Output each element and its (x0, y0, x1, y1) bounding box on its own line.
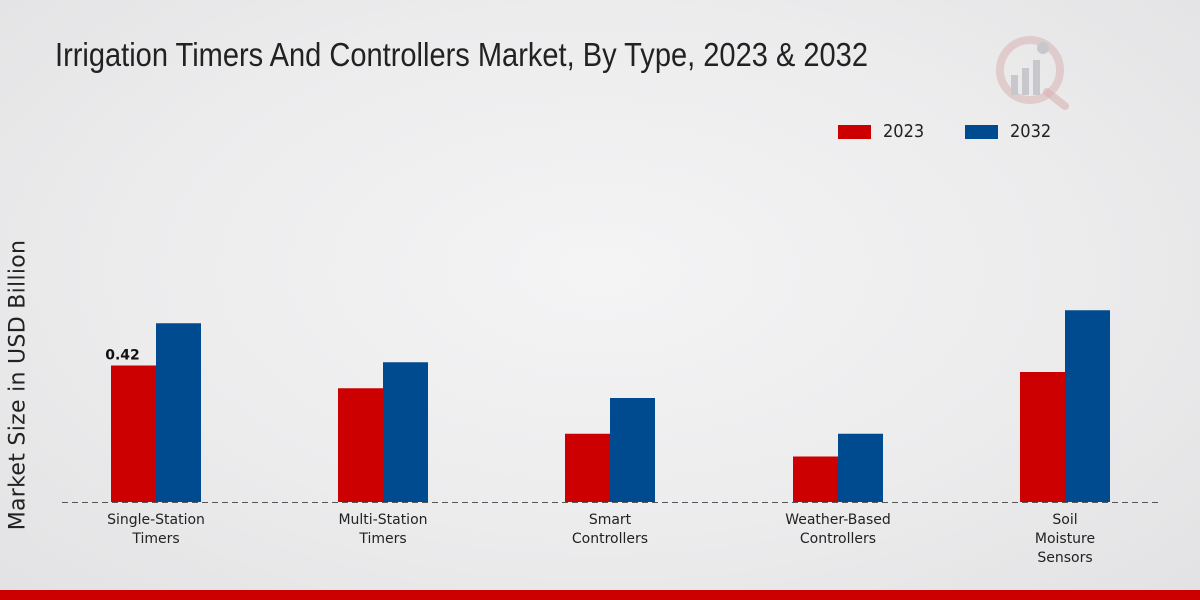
legend-item-2023: 2023 (838, 121, 929, 142)
bar-2023-2 (565, 433, 610, 502)
x-tick-label-0: Single-Station Timers (107, 512, 205, 547)
x-tick-label-4: Soil Moisture Sensors (1035, 512, 1095, 566)
legend-swatch-2032 (964, 124, 998, 139)
bar-2023-4 (1020, 372, 1065, 502)
x-tick-label-2: Smart Controllers (572, 512, 648, 547)
bar-2023-3 (793, 456, 838, 502)
bar-2032-3 (838, 433, 883, 502)
legend: 2023 2032 (838, 121, 1056, 142)
bar-2032-0 (156, 323, 201, 502)
legend-item-2032: 2032 (964, 121, 1056, 142)
x-tick-label-1: Multi-Station Timers (338, 512, 427, 547)
bottom-accent-bar (0, 590, 1200, 600)
bar-2023-1 (338, 388, 383, 502)
legend-swatch-2023 (838, 124, 871, 139)
bar-2032-1 (383, 362, 428, 502)
bar-2023-0 (111, 365, 156, 502)
x-tick-label-3: Weather-Based Controllers (785, 512, 891, 547)
legend-label-2023: 2023 (883, 121, 925, 142)
brand-logo-icon (996, 36, 1069, 110)
data-label-0: 0.42 (105, 348, 140, 364)
bar-2032-2 (610, 398, 655, 502)
legend-label-2032: 2032 (1009, 121, 1052, 142)
chart-title: Irrigation Timers And Controllers Market… (55, 36, 868, 73)
bar-2032-4 (1065, 310, 1110, 502)
